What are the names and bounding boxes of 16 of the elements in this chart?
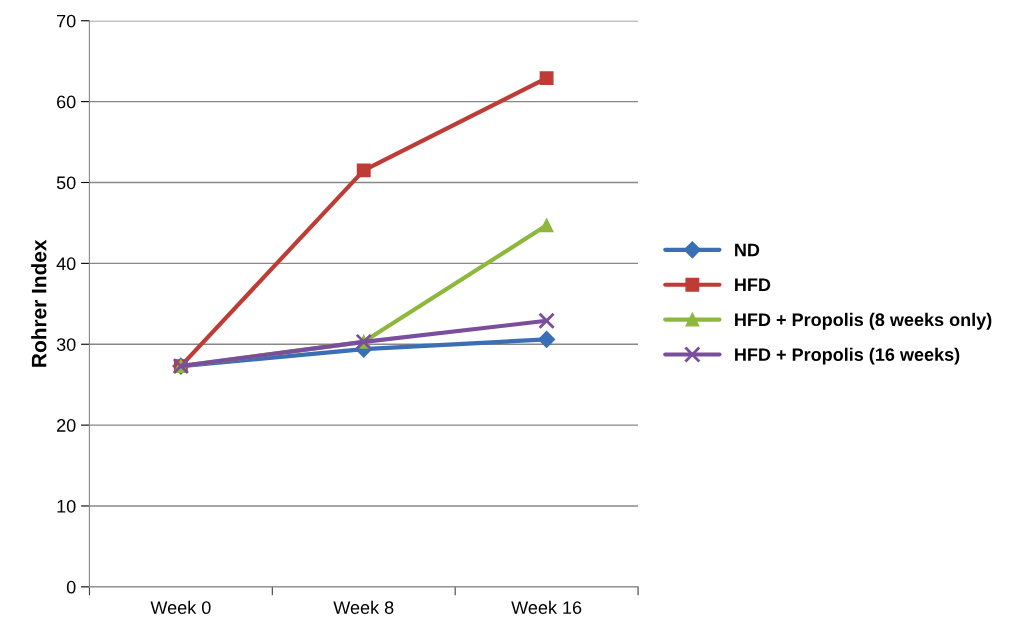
y-axis-title: Rohrer Index xyxy=(31,239,47,367)
y-tick-label: 0 xyxy=(66,580,76,594)
y-tick-label: 40 xyxy=(56,257,76,271)
y-tick-label: 60 xyxy=(57,95,76,109)
x-tick-label: Week 0 xyxy=(150,600,211,615)
legend-label: HFD + Propolis (8 weeks only) xyxy=(735,312,992,330)
y-tick-label: 20 xyxy=(57,419,76,432)
y-tick-label: 50 xyxy=(56,176,76,190)
y-tick-label: 70 xyxy=(57,14,76,28)
x-tick-label: Week 8 xyxy=(333,600,394,615)
legend-label: HFD + Propolis (16 weeks) xyxy=(735,347,960,365)
y-tick-label: 30 xyxy=(56,338,76,351)
x-tick-label: Week 16 xyxy=(511,600,582,615)
legend-label: ND xyxy=(735,243,760,257)
y-tick-label: 10 xyxy=(57,499,76,513)
legend-label: HFD xyxy=(735,278,771,292)
